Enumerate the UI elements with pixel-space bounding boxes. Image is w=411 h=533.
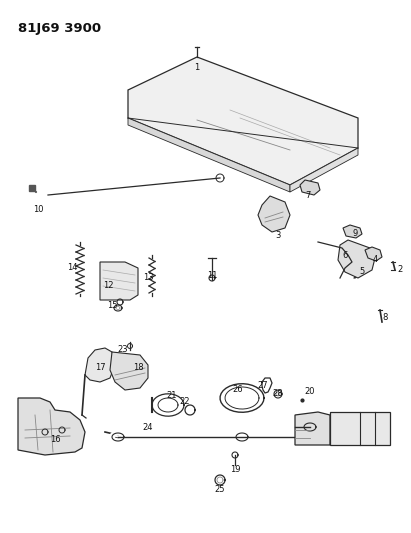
Polygon shape <box>110 352 148 390</box>
Text: 21: 21 <box>167 391 177 400</box>
Text: 81J69 3900: 81J69 3900 <box>18 22 101 35</box>
Text: 20: 20 <box>305 387 315 397</box>
Polygon shape <box>100 262 138 300</box>
Text: 19: 19 <box>230 465 240 474</box>
Text: 13: 13 <box>143 273 153 282</box>
Text: 9: 9 <box>352 229 358 238</box>
Polygon shape <box>300 180 320 195</box>
Text: 16: 16 <box>50 435 60 445</box>
Text: 7: 7 <box>305 190 311 199</box>
Text: 28: 28 <box>272 389 283 398</box>
Text: 11: 11 <box>207 271 217 279</box>
Polygon shape <box>330 412 390 445</box>
Text: 17: 17 <box>95 364 105 373</box>
Text: 12: 12 <box>103 280 113 289</box>
Text: 23: 23 <box>118 345 128 354</box>
Text: 1: 1 <box>194 63 200 72</box>
Text: 22: 22 <box>180 398 190 407</box>
Text: 6: 6 <box>342 251 348 260</box>
Text: 3: 3 <box>275 230 281 239</box>
Polygon shape <box>338 240 375 278</box>
Polygon shape <box>295 412 330 445</box>
Text: 5: 5 <box>359 268 365 277</box>
Text: 8: 8 <box>382 313 388 322</box>
Text: 24: 24 <box>143 424 153 432</box>
Text: 15: 15 <box>107 301 117 310</box>
Polygon shape <box>128 57 358 185</box>
Text: 2: 2 <box>397 265 403 274</box>
Text: 18: 18 <box>133 364 143 373</box>
Text: 10: 10 <box>33 206 43 214</box>
Polygon shape <box>343 225 362 238</box>
Polygon shape <box>85 348 115 382</box>
Polygon shape <box>128 118 290 192</box>
Polygon shape <box>290 148 358 192</box>
Text: 14: 14 <box>67 263 77 272</box>
Text: 25: 25 <box>215 486 225 495</box>
Text: 27: 27 <box>258 381 268 390</box>
Text: 26: 26 <box>233 385 243 394</box>
Polygon shape <box>18 398 85 455</box>
Polygon shape <box>365 247 382 261</box>
Text: 4: 4 <box>372 255 378 264</box>
Polygon shape <box>258 196 290 232</box>
